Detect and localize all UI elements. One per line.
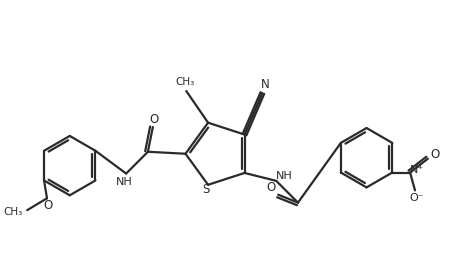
Text: O: O [266,181,275,194]
Text: NH: NH [116,177,132,187]
Text: CH₃: CH₃ [4,207,23,217]
Text: O: O [43,199,52,212]
Text: O⁻: O⁻ [409,193,423,203]
Text: NH: NH [275,171,292,181]
Text: S: S [202,183,209,196]
Text: CH₃: CH₃ [175,77,194,87]
Text: N: N [260,78,269,91]
Text: O: O [149,113,158,126]
Text: O: O [429,148,438,161]
Text: N⁺: N⁺ [409,165,423,175]
